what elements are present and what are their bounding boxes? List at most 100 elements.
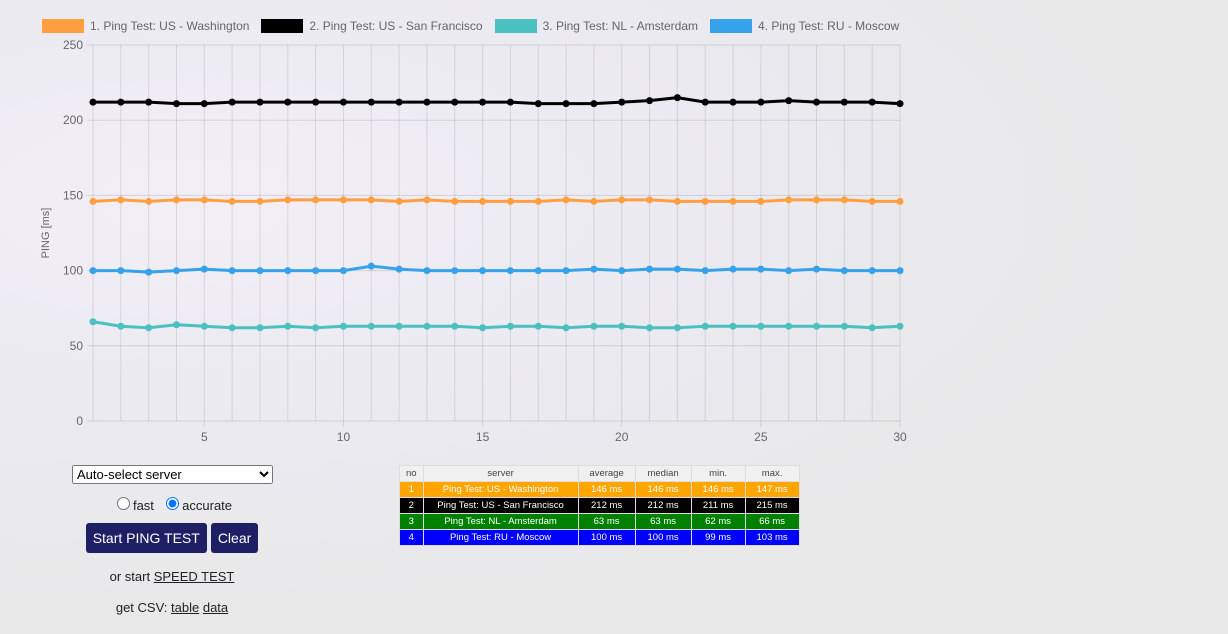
- data-point: [562, 100, 570, 108]
- data-point: [89, 318, 97, 326]
- x-tick-label: 5: [201, 430, 208, 444]
- series-line: [92, 198, 900, 203]
- header-median: median: [634, 465, 692, 482]
- data-point: [423, 196, 431, 204]
- legend-swatch: [494, 19, 537, 33]
- table-cell: 62 ms: [690, 513, 746, 530]
- data-point: [172, 100, 180, 108]
- legend-swatch: [261, 19, 304, 33]
- data-point: [757, 322, 765, 330]
- table-cell: 99 ms: [690, 529, 746, 546]
- data-point: [618, 322, 626, 330]
- data-point: [701, 267, 709, 275]
- data-point: [590, 197, 598, 205]
- server-select[interactable]: Auto-select server: [72, 465, 273, 484]
- ping-chart: 0 50 100 150 200 250 5 10 15 20 25 30 PING [ms]: [40, 38, 907, 444]
- table-cell: Ping Test: US - Washington: [422, 481, 579, 498]
- speed-test-link[interactable]: SPEED TEST: [153, 569, 235, 584]
- data-point: [729, 197, 737, 205]
- data-point: [534, 197, 542, 205]
- legend-swatch: [42, 19, 84, 33]
- table-cell: 4: [399, 529, 424, 546]
- data-point: [813, 98, 821, 106]
- legend-item[interactable]: 3. Ping Test: NL - Amsterdam: [494, 19, 698, 33]
- legend-label: 1. Ping Test: US - Washington: [90, 19, 250, 33]
- data-point: [534, 322, 542, 330]
- data-point: [757, 197, 765, 205]
- table-cell: Ping Test: NL - Amsterdam: [422, 513, 579, 530]
- legend-item[interactable]: 4. Ping Test: RU - Moscow: [710, 19, 899, 33]
- data-point: [172, 267, 180, 275]
- series-line: [93, 96, 901, 106]
- fast-radio[interactable]: [116, 497, 130, 510]
- results-table: no server average median min. max. 1 Ping…: [399, 465, 800, 546]
- data-point: [339, 196, 347, 204]
- header-no: no: [399, 465, 424, 482]
- data-point: [562, 324, 570, 332]
- data-point: [395, 265, 403, 273]
- mode-radios: fast accurate: [72, 494, 272, 513]
- accurate-radio[interactable]: [166, 497, 180, 510]
- data-point: [367, 262, 375, 270]
- y-tick-label: 200: [63, 113, 83, 127]
- data-point: [646, 196, 654, 204]
- data-point: [896, 100, 904, 108]
- csv-data-link[interactable]: data: [202, 600, 229, 615]
- data-point: [590, 322, 598, 330]
- y-tick-label: 0: [76, 414, 83, 428]
- data-point: [562, 267, 570, 275]
- data-point: [896, 197, 904, 205]
- table-cell: 146 ms: [690, 481, 746, 498]
- x-tick-label: 25: [754, 430, 768, 444]
- speed-test-line: or start SPEED TEST: [72, 569, 272, 584]
- data-point: [646, 265, 654, 273]
- data-point: [813, 265, 821, 273]
- data-point: [284, 196, 292, 204]
- data-point: [117, 322, 125, 330]
- data-point: [618, 98, 626, 106]
- get-csv-text: get CSV:: [115, 600, 168, 615]
- data-point: [757, 98, 765, 106]
- data-point: [813, 196, 821, 204]
- y-tick-label: 50: [70, 339, 84, 353]
- table-cell: 212 ms: [577, 497, 636, 514]
- csv-table-link[interactable]: table: [171, 600, 200, 615]
- data-point: [172, 321, 180, 329]
- start-ping-test-button[interactable]: Start PING TEST: [85, 523, 207, 553]
- data-point: [200, 322, 208, 330]
- table-row: 4 Ping Test: RU - Moscow 100 ms 100 ms 99 ms…: [399, 529, 800, 546]
- data-point: [673, 324, 681, 332]
- legend-item[interactable]: 1. Ping Test: US - Washington: [42, 19, 249, 33]
- data-point: [423, 267, 431, 275]
- x-tick-label: 30: [893, 430, 907, 444]
- y-axis-label: PING [ms]: [40, 208, 52, 259]
- table-cell: 100 ms: [634, 529, 692, 546]
- legend-label: 2. Ping Test: US - San Francisco: [309, 19, 483, 33]
- data-point: [590, 265, 598, 273]
- data-point: [145, 324, 153, 332]
- data-point: [395, 98, 403, 106]
- data-point: [228, 267, 236, 275]
- series-line: [93, 264, 900, 274]
- x-tick-label: 10: [337, 430, 351, 444]
- legend-swatch: [710, 19, 753, 33]
- data-point: [89, 98, 97, 106]
- controls: Auto-select server fast accurate Start P…: [72, 465, 273, 615]
- legend-item[interactable]: 2. Ping Test: US - San Francisco: [261, 19, 483, 33]
- data-point: [701, 98, 709, 106]
- data-point: [785, 196, 793, 204]
- data-point: [145, 98, 153, 106]
- data-point: [785, 267, 793, 275]
- table-cell: 146 ms: [634, 481, 692, 498]
- header-max: max.: [744, 465, 800, 482]
- data-point: [312, 324, 320, 332]
- data-point: [395, 197, 403, 205]
- table-row: 2 Ping Test: US - San Francisco 212 ms 212 …: [399, 497, 800, 514]
- clear-button[interactable]: Clear: [210, 523, 259, 553]
- accurate-label: accurate: [182, 498, 233, 513]
- data-point: [451, 267, 459, 275]
- y-tick-label: 100: [63, 264, 83, 278]
- data-point: [451, 322, 459, 330]
- data-point: [868, 267, 876, 275]
- table-cell: 103 ms: [744, 529, 800, 546]
